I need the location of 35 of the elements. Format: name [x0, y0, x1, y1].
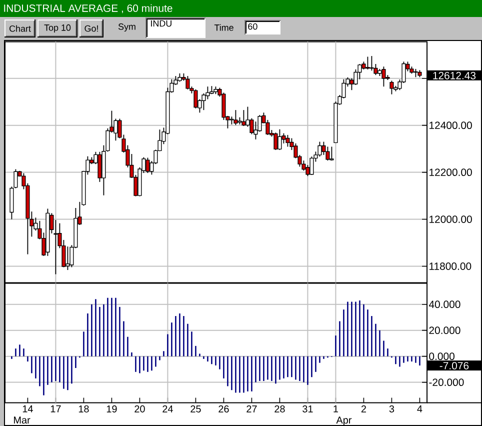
text: Apr	[336, 416, 352, 426]
text: 60	[248, 23, 258, 30]
x-tick-label: 25	[190, 405, 201, 412]
x-tick-label: 4	[417, 405, 422, 412]
y-tick-label: 12400.00	[430, 122, 472, 130]
y-tick-label: 12000.00	[430, 216, 472, 223]
x-tick-label: 1	[334, 405, 338, 412]
y-tick-label: 20.000	[429, 326, 460, 334]
x-tick-label: 18	[78, 405, 89, 412]
x-tick-label: 26	[218, 405, 229, 412]
x-tick-label: 14	[22, 405, 33, 412]
text: INDU	[151, 20, 172, 27]
x-tick-label: 20	[134, 405, 145, 412]
x-tick-label: 27	[246, 405, 257, 412]
y-tick-label: 12200.00	[430, 168, 472, 176]
x-tick-label: 28	[274, 405, 285, 412]
annotation: -7.076	[440, 362, 469, 370]
y-tick-label: 11800.00	[430, 262, 472, 270]
x-tick-label: 17	[50, 405, 61, 412]
annotation: 12612.43	[433, 72, 476, 80]
text: INDUSTRIAL AVERAGE , 60 minute	[4, 4, 172, 14]
x-tick-label: 3	[389, 405, 394, 412]
y-tick-label: -20.000	[429, 378, 464, 386]
text: Mar	[14, 416, 30, 424]
text: Go!	[84, 25, 98, 32]
x-tick-label: 24	[162, 405, 173, 412]
y-tick-label: 0.000	[429, 352, 454, 360]
y-tick-label: 40.000	[428, 300, 460, 308]
x-tick-label: 31	[302, 405, 313, 412]
text: Sym	[118, 23, 136, 32]
x-tick-label: 19	[106, 405, 117, 412]
text: Top 10	[44, 24, 71, 33]
text: Chart	[9, 25, 31, 32]
text: Time	[214, 24, 234, 31]
x-tick-label: 2	[361, 405, 366, 412]
